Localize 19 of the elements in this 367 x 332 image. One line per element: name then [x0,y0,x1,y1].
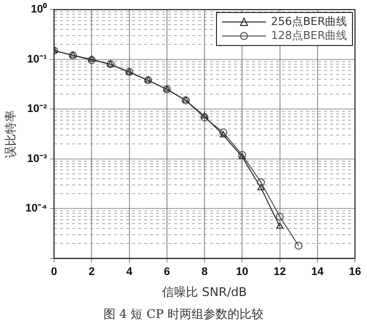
x-tick-label: 4 [126,266,134,278]
text: 图 4 短 CP 时两组参数的比较 [102,306,265,323]
y-axis-title: 误比特率 [3,110,18,158]
x-tick-label: 12 [274,266,286,278]
x-tick-label: 16 [348,266,362,278]
x-tick-label: 0 [51,266,58,278]
y-tick-label: 10⁻² [27,103,48,116]
x-tick-label: 10 [236,266,248,278]
y-tick-label: 10⁻¹ [27,53,48,66]
x-tick-label: 8 [201,266,208,278]
x-tick-label: 14 [311,266,324,278]
y-tick-label: 10⁻⁴ [25,202,48,215]
y-tick-label: 10⁻³ [27,152,48,165]
legend-label: 256点BER曲线 [271,14,348,30]
x-tick-label: 2 [88,266,95,278]
legend-label: 128点BER曲线 [271,28,348,44]
x-tick-label: 6 [164,266,170,278]
y-tick-label: 10⁰ [30,2,48,16]
x-axis-title: 信噪比 SNR/dB [162,284,247,299]
